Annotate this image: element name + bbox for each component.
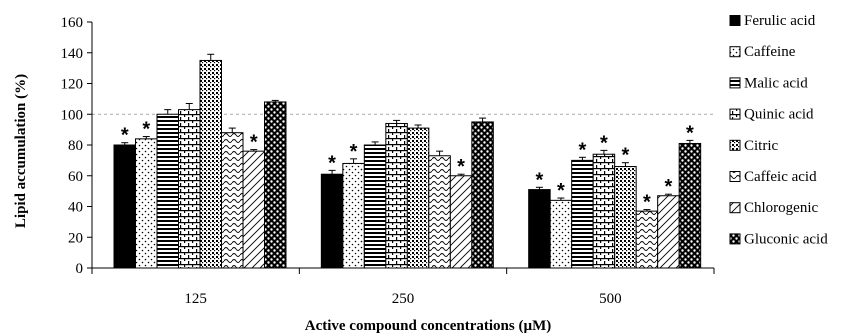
significance-star: * [643, 192, 651, 214]
y-tick-label: 40 [68, 200, 83, 216]
legend-swatch [729, 139, 741, 151]
legend-label: Malic acid [744, 75, 808, 91]
bar [320, 173, 344, 269]
y-tick-label: 60 [68, 169, 83, 185]
bars: * * * * * * * * * * * * * * [113, 53, 702, 269]
bar [614, 166, 637, 269]
significance-star: * [457, 156, 465, 178]
x-tick-label: 125 [184, 291, 207, 307]
y-tick-label: 0 [76, 261, 84, 277]
significance-star: * [579, 139, 587, 161]
x-tick-label: 250 [392, 291, 415, 307]
bar [156, 113, 179, 269]
y-axis-title: Lipid accumulation (%) [13, 74, 29, 228]
significance-star: * [557, 180, 565, 202]
legend-swatch [729, 202, 741, 214]
bar [449, 175, 473, 269]
y-tick-label: 100 [61, 107, 84, 123]
bar [635, 210, 659, 269]
significance-star: * [686, 122, 694, 144]
y-tick-label: 80 [68, 138, 83, 154]
significance-star: * [350, 141, 358, 163]
bar [264, 101, 287, 269]
bar [242, 150, 265, 269]
bar [428, 155, 451, 269]
legend-label: Caffeine [744, 44, 796, 60]
bar [363, 144, 387, 269]
y-axis-ticks: 0 20 40 60 80 100 120 140 160 [61, 15, 92, 277]
bar [342, 162, 365, 269]
significance-star: * [142, 119, 150, 141]
legend-label: Quinic acid [744, 107, 814, 123]
bar [113, 144, 136, 269]
significance-star: * [250, 132, 258, 154]
significance-star: * [121, 125, 129, 147]
legend-swatch [729, 171, 741, 182]
significance-star: * [622, 145, 630, 167]
significance-star: * [328, 152, 336, 174]
legend: Ferulic acid Caffeine Malic acid Quinic aci… [729, 13, 828, 247]
legend-label: Ferulic acid [744, 13, 816, 29]
legend-swatch [729, 15, 741, 26]
x-axis-title: Active compound concentrations (µM) [305, 318, 552, 334]
legend-label: Chlorogenic [744, 200, 818, 216]
bar [657, 195, 680, 269]
x-axis-ticks: 125 250 500 [91, 268, 715, 307]
bar [528, 189, 551, 269]
bar [199, 59, 222, 269]
bar [549, 199, 573, 269]
bar [221, 132, 244, 269]
legend-label: Gluconic acid [744, 231, 828, 247]
significance-star: * [536, 169, 544, 191]
legend-swatch [729, 46, 741, 58]
bar [592, 153, 616, 269]
y-tick-label: 160 [61, 15, 84, 31]
legend-label: Caffeic acid [744, 169, 817, 185]
x-tick-label: 500 [599, 291, 622, 307]
bar [385, 122, 408, 269]
y-tick-label: 120 [61, 77, 84, 93]
legend-swatch [729, 108, 741, 120]
bar [471, 121, 494, 269]
bar [406, 127, 430, 269]
significance-star: * [665, 176, 673, 198]
y-tick-label: 140 [61, 46, 84, 62]
legend-swatch [729, 233, 741, 245]
y-tick-label: 20 [68, 230, 83, 246]
significance-star: * [600, 132, 608, 154]
bar [678, 142, 702, 269]
legend-label: Citric [744, 138, 779, 154]
bar [178, 109, 201, 269]
legend-swatch [729, 77, 741, 89]
bar [571, 159, 594, 269]
bar [135, 138, 158, 269]
